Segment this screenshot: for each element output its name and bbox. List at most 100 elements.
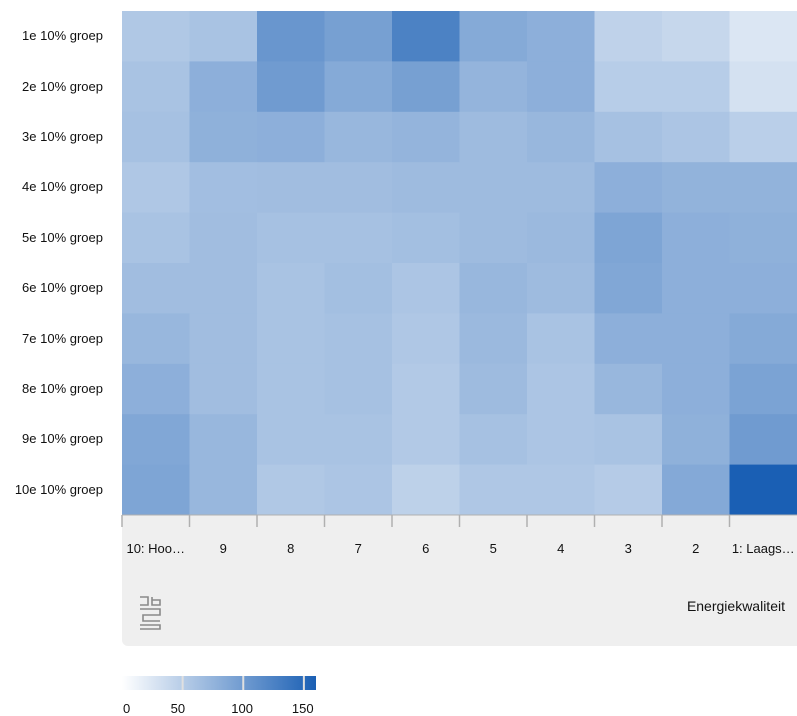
heatmap-cell bbox=[460, 213, 528, 264]
heatmap-cell bbox=[257, 162, 325, 213]
heatmap-cell bbox=[527, 61, 595, 112]
heatmap-cell bbox=[257, 11, 325, 62]
heatmap-cell bbox=[257, 313, 325, 364]
heatmap-cell bbox=[460, 313, 528, 364]
heatmap-cell bbox=[460, 162, 528, 213]
heatmap-cell bbox=[190, 465, 258, 516]
y-tick-label: 6e 10% groep bbox=[22, 280, 103, 295]
heatmap-cell bbox=[392, 465, 460, 516]
heatmap-cell bbox=[325, 213, 393, 264]
heatmap-cell bbox=[595, 213, 663, 264]
heatmap-cell bbox=[527, 313, 595, 364]
heatmap-cell bbox=[595, 112, 663, 163]
heatmap-cell bbox=[595, 263, 663, 314]
heatmap-cell bbox=[325, 162, 393, 213]
heatmap-cell bbox=[460, 11, 528, 62]
heatmap-cell bbox=[460, 263, 528, 314]
heatmap-cell bbox=[257, 61, 325, 112]
heatmap-cell bbox=[595, 414, 663, 465]
heatmap-cell bbox=[325, 313, 393, 364]
x-tick-label: 1: Laags… bbox=[730, 541, 796, 556]
legend-tick-label: 100 bbox=[231, 701, 253, 716]
heatmap-cell bbox=[392, 414, 460, 465]
heatmap-cell bbox=[392, 162, 460, 213]
heatmap-cell bbox=[122, 414, 190, 465]
y-tick-label: 7e 10% groep bbox=[22, 331, 103, 346]
heatmap-cell bbox=[392, 11, 460, 62]
heatmap-cell bbox=[190, 263, 258, 314]
x-tick-label: 3 bbox=[595, 541, 661, 556]
x-tick-label: 4 bbox=[528, 541, 594, 556]
heatmap-cell bbox=[662, 364, 730, 415]
heatmap-cell bbox=[122, 364, 190, 415]
heatmap-cell bbox=[257, 414, 325, 465]
heatmap-cell bbox=[257, 364, 325, 415]
heatmap-cell bbox=[392, 263, 460, 314]
heatmap-cell bbox=[190, 414, 258, 465]
y-tick-label: 10e 10% groep bbox=[15, 482, 103, 497]
x-tick-label: 2 bbox=[663, 541, 729, 556]
heatmap-cell bbox=[257, 465, 325, 516]
heatmap-cell bbox=[392, 213, 460, 264]
heatmap-cell bbox=[122, 313, 190, 364]
heatmap-cell bbox=[527, 263, 595, 314]
heatmap-cell bbox=[325, 11, 393, 62]
heatmap-cell bbox=[730, 465, 797, 516]
heatmap-cell bbox=[325, 112, 393, 163]
heatmap-cell bbox=[460, 414, 528, 465]
heatmap-cell bbox=[325, 61, 393, 112]
y-tick-label: 1e 10% groep bbox=[22, 28, 103, 43]
heatmap-cell bbox=[190, 364, 258, 415]
heatmap-cell bbox=[190, 313, 258, 364]
heatmap-cell bbox=[190, 61, 258, 112]
legend-tick-label: 150 bbox=[292, 701, 314, 716]
y-tick-label: 3e 10% groep bbox=[22, 129, 103, 144]
heatmap-cell bbox=[257, 213, 325, 264]
x-tick-label: 9 bbox=[190, 541, 256, 556]
heatmap-cell bbox=[595, 11, 663, 62]
x-tick-label: 6 bbox=[393, 541, 459, 556]
heatmap-cell bbox=[392, 112, 460, 163]
heatmap-cell bbox=[730, 112, 797, 163]
heatmap-cell bbox=[122, 263, 190, 314]
heatmap-cell bbox=[662, 414, 730, 465]
heatmap-cell bbox=[662, 11, 730, 62]
heatmap-cell bbox=[527, 465, 595, 516]
heatmap-cell bbox=[730, 364, 797, 415]
legend-tick-label: 50 bbox=[171, 701, 185, 716]
heatmap-cell bbox=[325, 465, 393, 516]
x-tick-label: 7 bbox=[325, 541, 391, 556]
heatmap-cell bbox=[662, 465, 730, 516]
heatmap-cell bbox=[730, 11, 797, 62]
heatmap-cell bbox=[325, 364, 393, 415]
heatmap-cell bbox=[730, 61, 797, 112]
heatmap-cell bbox=[527, 112, 595, 163]
y-tick-label: 9e 10% groep bbox=[22, 431, 103, 446]
heatmap-cell bbox=[662, 61, 730, 112]
heatmap-cell bbox=[595, 313, 663, 364]
heatmap-cell bbox=[122, 11, 190, 62]
heatmap-cell bbox=[527, 364, 595, 415]
heatmap-cell bbox=[122, 213, 190, 264]
heatmap-cell bbox=[662, 313, 730, 364]
heatmap-cell bbox=[190, 162, 258, 213]
heatmap-cell bbox=[730, 263, 797, 314]
heatmap-cell bbox=[662, 263, 730, 314]
heatmap-cell bbox=[257, 112, 325, 163]
heatmap-cell bbox=[595, 364, 663, 415]
heatmap-cell bbox=[527, 11, 595, 62]
x-tick-label: 8 bbox=[258, 541, 324, 556]
heatmap-cell bbox=[122, 61, 190, 112]
heatmap-cell bbox=[392, 364, 460, 415]
heatmap-cell bbox=[595, 162, 663, 213]
heatmap-cell bbox=[730, 213, 797, 264]
heatmap-cell bbox=[460, 61, 528, 112]
y-tick-label: 2e 10% groep bbox=[22, 79, 103, 94]
heatmap-cell bbox=[190, 213, 258, 264]
heatmap-cell bbox=[460, 364, 528, 415]
heatmap-cell bbox=[460, 112, 528, 163]
heatmap-cell bbox=[122, 465, 190, 516]
heatmap-cell bbox=[662, 112, 730, 163]
